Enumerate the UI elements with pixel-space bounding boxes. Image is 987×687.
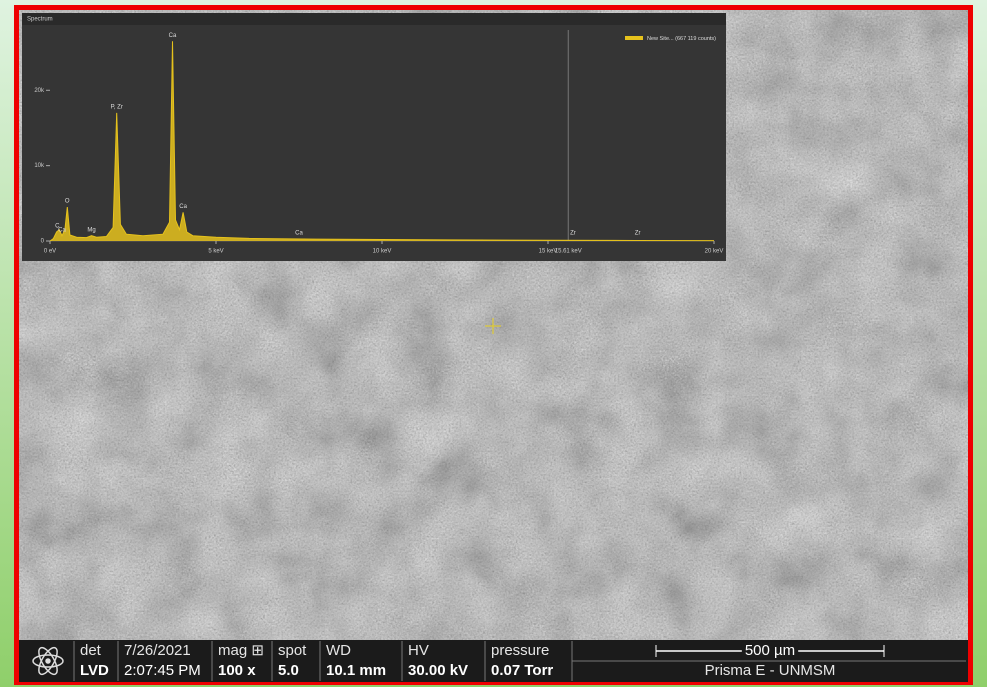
field-value: 100 x <box>218 662 256 679</box>
field-label: HV <box>408 642 429 659</box>
peak-label: P, Zr <box>111 104 123 110</box>
field-label: WD <box>326 642 351 659</box>
x-tick-label: 0 eV <box>44 249 56 255</box>
x-tick-label: 10 keV <box>373 249 392 255</box>
y-tick-label: 10k <box>34 163 45 169</box>
scale-label: 500 µm <box>745 642 795 659</box>
field-value: 10.1 mm <box>326 662 386 679</box>
spectrum-tab-bar <box>22 13 726 25</box>
peak-label: Ca <box>58 227 66 233</box>
instrument: Prisma E - UNMSM <box>705 662 836 679</box>
field-value: 5.0 <box>278 662 299 679</box>
peak-label: Ca <box>169 33 177 39</box>
spectrum-panel <box>22 13 726 261</box>
peak-label: Ca <box>295 231 303 237</box>
x-tick-label: 5 keV <box>208 249 223 255</box>
peak-label: Mg <box>87 227 95 233</box>
field-value: 2:07:45 PM <box>124 662 201 679</box>
field-label: det <box>80 642 102 659</box>
x-tick-label: 20 keV <box>705 249 724 255</box>
peak-label: O <box>65 199 70 205</box>
field-value: 30.00 kV <box>408 662 468 679</box>
field-label: 7/26/2021 <box>124 642 191 659</box>
legend-swatch <box>625 36 643 40</box>
legend-label: New Site... (667 119 counts) <box>647 36 716 42</box>
peak-label: Zr <box>570 231 576 237</box>
y-tick-label: 20k <box>34 88 45 94</box>
field-value: LVD <box>80 662 109 679</box>
field-value: 0.07 Torr <box>491 662 553 679</box>
field-label: mag ⊞ <box>218 642 264 659</box>
peak-label: Ca <box>179 204 187 210</box>
screen: Spectrum 010k20k0 eV5 keV10 keV15 keV20 … <box>0 0 987 687</box>
field-label: spot <box>278 642 307 659</box>
spectrum-title: Spectrum <box>27 17 53 23</box>
field-label: pressure <box>491 642 549 659</box>
cursor-label: 15.61 keV <box>555 249 582 255</box>
peak-label: Zr <box>635 231 641 237</box>
